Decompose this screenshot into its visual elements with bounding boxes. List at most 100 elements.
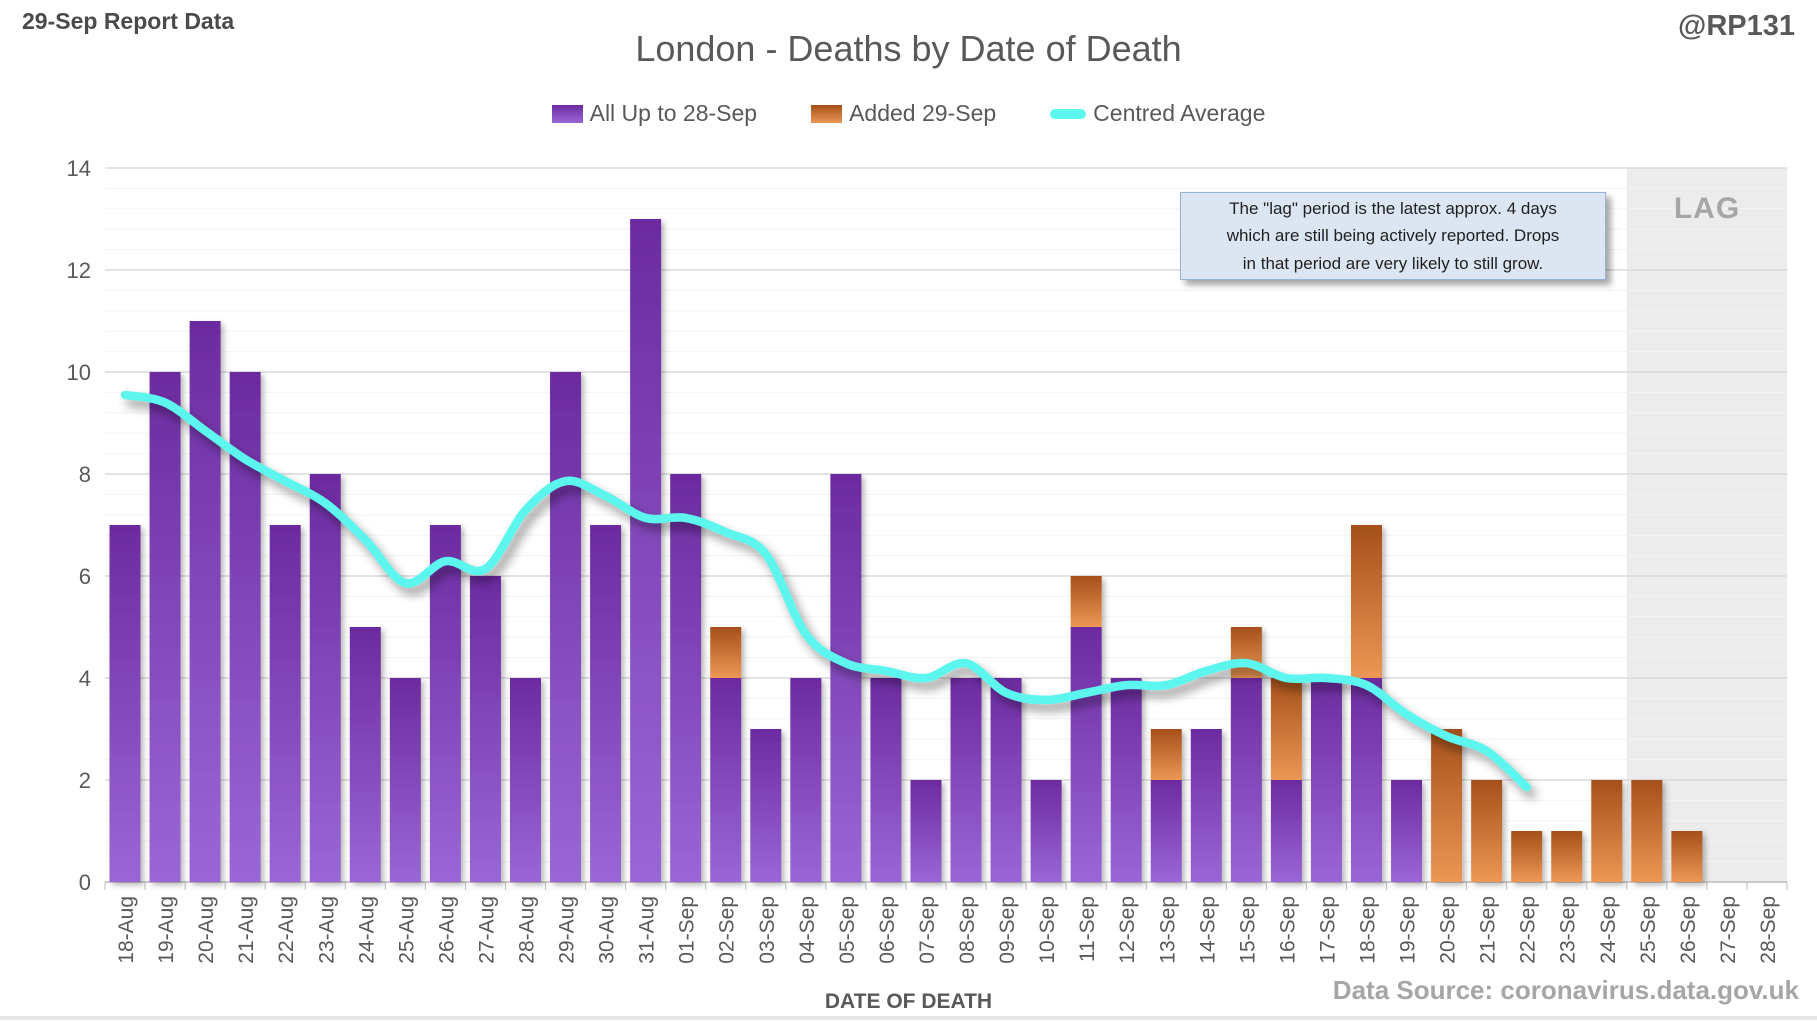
y-tick-label: 8: [79, 462, 91, 487]
bars-group: [109, 219, 1703, 882]
bar-segment-all-up-to: [910, 780, 942, 882]
x-tick-label: 20-Sep: [1437, 896, 1460, 964]
legend-item-added: Added 29-Sep: [811, 100, 996, 127]
x-tick-label: 25-Aug: [395, 896, 418, 964]
data-source-label: Data Source: coronavirus.data.gov.uk: [1332, 975, 1799, 1005]
y-tick-label: 6: [79, 564, 91, 589]
x-tick-label: 18-Aug: [115, 896, 138, 964]
bar-segment-all-up-to: [349, 627, 381, 882]
y-tick-label: 14: [67, 156, 91, 181]
bar-segment-all-up-to: [630, 219, 662, 882]
x-tick-label: 27-Aug: [475, 896, 498, 964]
bar-segment-all-up-to: [269, 525, 301, 882]
bar-segment-all-up-to: [870, 678, 902, 882]
legend: All Up to 28-Sep Added 29-Sep Centred Av…: [0, 100, 1817, 127]
x-tick-label: 29-Aug: [556, 896, 579, 964]
bar-segment-added: [1270, 678, 1302, 780]
bar-segment-all-up-to: [1391, 780, 1423, 882]
legend-item-all-up-to: All Up to 28-Sep: [551, 100, 758, 127]
legend-label: Centred Average: [1093, 100, 1266, 126]
x-tick-label: 23-Sep: [1557, 896, 1580, 964]
legend-label: All Up to 28-Sep: [589, 100, 758, 126]
x-tick-label: 14-Sep: [1196, 896, 1219, 964]
x-tick-label: 09-Sep: [996, 896, 1019, 964]
bar-segment-added: [1631, 780, 1663, 882]
annotation-line: The "lag" period is the latest approx. 4…: [1229, 199, 1557, 219]
bar-segment-all-up-to: [1230, 678, 1262, 882]
bar-segment-all-up-to: [950, 678, 982, 882]
bar-segment-all-up-to: [750, 729, 782, 882]
bar-segment-added: [1551, 831, 1583, 882]
cyan-line-swatch-icon: [1050, 108, 1087, 119]
x-tick-label: 20-Aug: [195, 896, 218, 964]
bar-segment-all-up-to: [149, 372, 181, 882]
x-tick-label: 06-Sep: [876, 896, 899, 964]
x-tick-label: 13-Sep: [1156, 896, 1179, 964]
x-tick-label: 27-Sep: [1717, 896, 1740, 964]
x-tick-label: 22-Sep: [1517, 896, 1540, 964]
x-tick-label: 17-Sep: [1316, 896, 1339, 964]
x-tick-label: 10-Sep: [1036, 896, 1059, 964]
annotation-line: in that period are very likely to still …: [1242, 253, 1544, 273]
bar-segment-added: [1431, 729, 1463, 882]
bar-segment-all-up-to: [510, 678, 541, 882]
bar-segment-all-up-to: [1150, 780, 1182, 882]
x-tick-label: 21-Sep: [1477, 896, 1500, 964]
x-tick-label: 22-Aug: [275, 896, 298, 964]
bar-segment-all-up-to: [429, 525, 461, 882]
bar-segment-all-up-to: [389, 678, 421, 882]
x-tick-label: 07-Sep: [916, 896, 939, 964]
bar-segment-all-up-to: [469, 576, 501, 882]
x-tick-label: 16-Sep: [1276, 896, 1299, 964]
y-tick-label: 10: [67, 360, 91, 385]
bar-segment-all-up-to: [550, 372, 582, 882]
bar-segment-all-up-to: [109, 525, 141, 882]
x-tick-label: 21-Aug: [235, 896, 258, 964]
bar-segment-added: [1511, 831, 1543, 882]
y-tick-label: 0: [79, 870, 91, 895]
centred-average-line: [120, 390, 1531, 792]
x-tick-label: 28-Sep: [1757, 896, 1780, 964]
bar-segment-added: [1671, 831, 1703, 882]
x-tick-label: 08-Sep: [956, 896, 979, 964]
lag-region-label: LAG: [1673, 192, 1741, 225]
bar-segment-added: [1471, 780, 1503, 882]
bar-segment-all-up-to: [1030, 780, 1062, 882]
x-tick-label: 19-Aug: [155, 896, 178, 964]
x-tick-label: 31-Aug: [636, 896, 659, 964]
y-tick-label: 2: [79, 768, 91, 793]
x-tick-label: 05-Sep: [836, 896, 859, 964]
x-axis-title: DATE OF DEATH: [824, 990, 993, 1013]
bar-segment-added: [1070, 576, 1102, 627]
x-tick-label: 25-Sep: [1637, 896, 1660, 964]
bar-segment-all-up-to: [1190, 729, 1222, 882]
legend-label: Added 29-Sep: [849, 100, 997, 126]
annotation-line: which are still being actively reported.…: [1226, 226, 1560, 246]
x-tick-label: 28-Aug: [516, 896, 539, 964]
bar-segment-added: [1591, 780, 1623, 882]
orange-swatch-icon: [811, 104, 843, 123]
bar-segment-all-up-to: [189, 321, 221, 882]
y-tick-label: 12: [67, 258, 91, 283]
y-tick-label: 4: [79, 666, 91, 691]
x-tick-label: 26-Sep: [1677, 896, 1700, 964]
x-tick-label: 01-Sep: [676, 896, 699, 964]
bar-segment-all-up-to: [670, 474, 702, 882]
bottom-edge-divider: [0, 1016, 1817, 1020]
x-tick-label: 04-Sep: [796, 896, 819, 964]
x-tick-label: 15-Sep: [1236, 896, 1259, 964]
lag-region: [1626, 168, 1787, 882]
bar-segment-added: [1150, 729, 1182, 780]
lag-annotation-box: The "lag" period is the latest approx. 4…: [1180, 192, 1606, 280]
bar-segment-all-up-to: [710, 678, 742, 882]
x-tick-label: 26-Aug: [435, 896, 458, 964]
x-tick-label: 19-Sep: [1397, 896, 1420, 964]
x-tick-label: 02-Sep: [716, 896, 739, 964]
x-tick-label: 18-Sep: [1357, 896, 1380, 964]
bar-segment-added: [1351, 525, 1382, 678]
bar-segment-all-up-to: [790, 678, 822, 882]
report-date-label: 29-Sep Report Data: [22, 8, 235, 34]
bar-segment-all-up-to: [830, 474, 862, 882]
